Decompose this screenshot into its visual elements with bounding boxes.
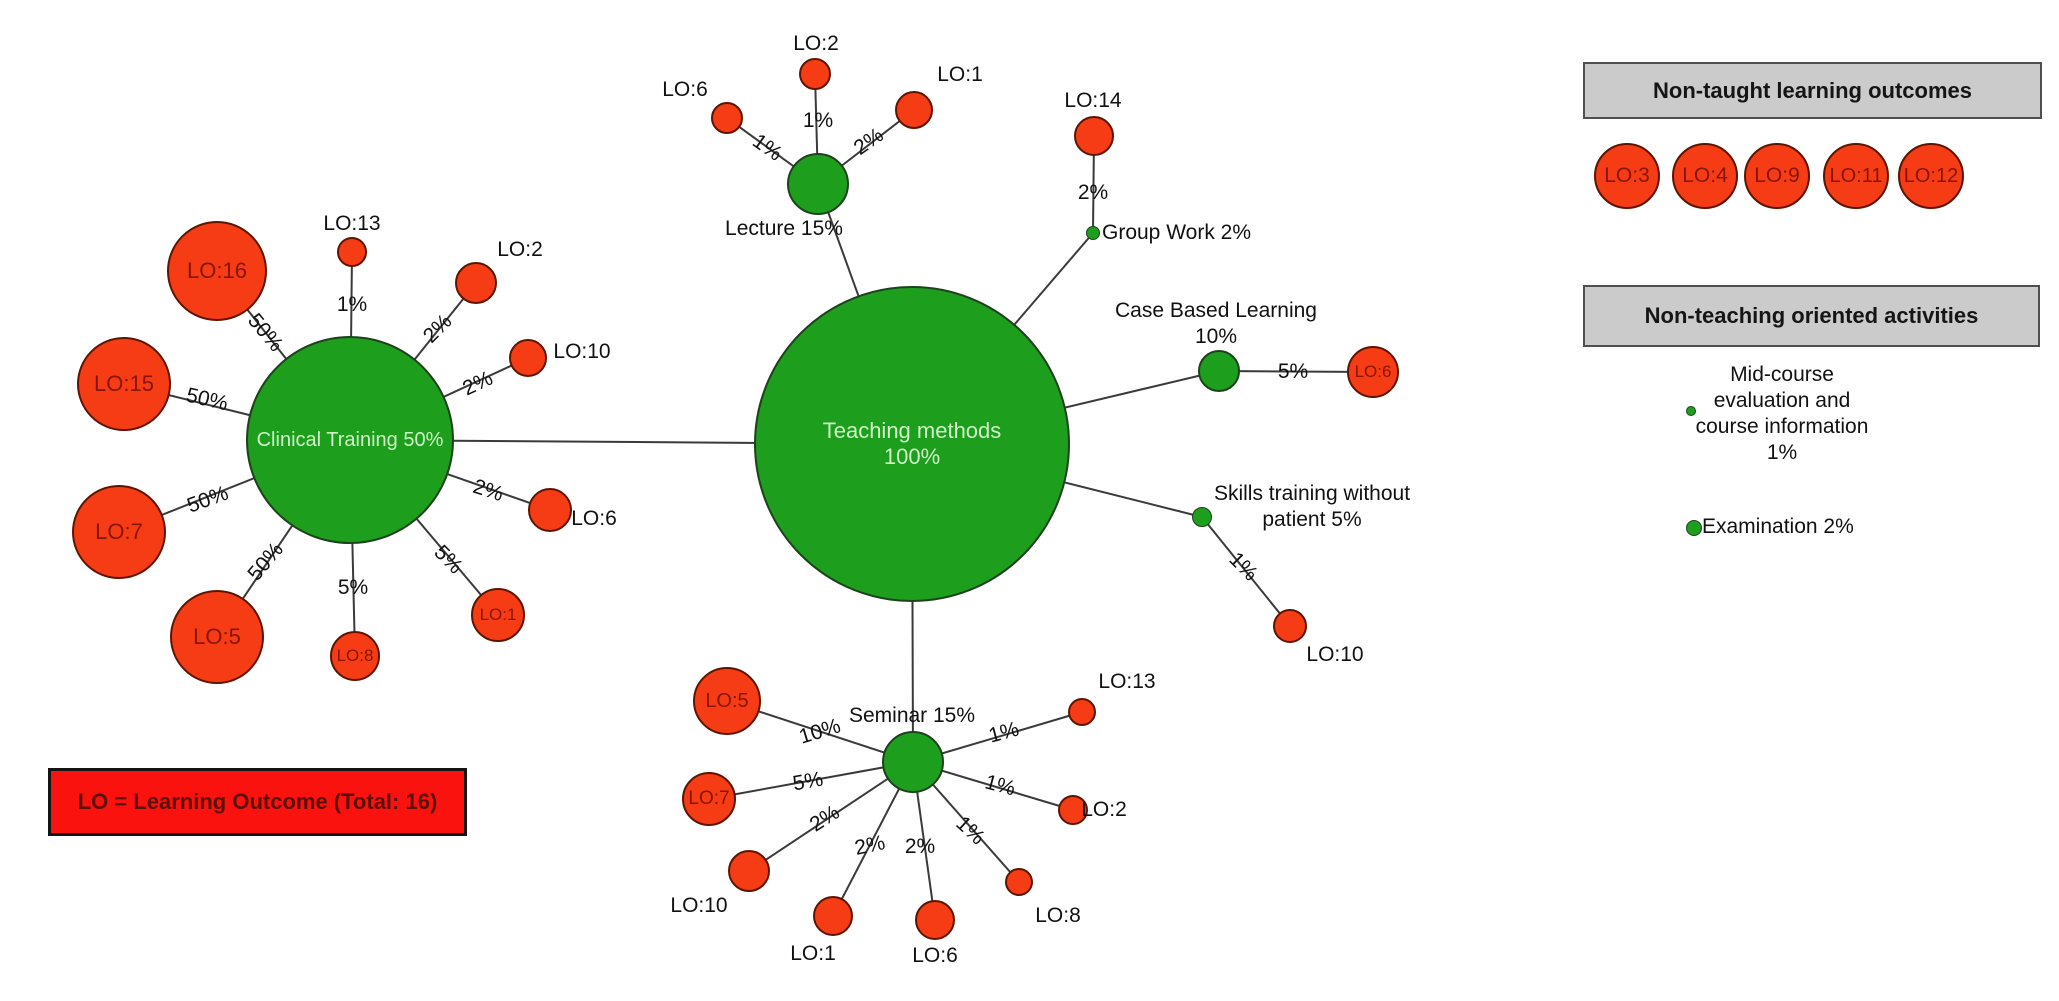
edge-clinical-ct-lo15 (123, 383, 351, 441)
edge-teaching-lecture (817, 183, 913, 445)
edge-teaching-cbl (911, 370, 1220, 445)
edge-clinical-ct-lo2 (349, 282, 477, 441)
legend-non-teaching-title: Non-teaching oriented activities (1644, 303, 1979, 328)
edge-skills-sk-lo10 (1201, 516, 1291, 627)
edge-clinical-ct-lo13 (349, 251, 353, 441)
edge-seminar-sm-lo2 (912, 761, 1074, 811)
edge-seminar-sm-lo8 (912, 761, 1020, 883)
legend-non-teaching-box: Non-teaching oriented activities (1583, 285, 2040, 347)
edge-teaching-seminar (911, 443, 914, 763)
edge-clinical-ct-lo8 (349, 439, 356, 657)
edge-teaching-groupwork (911, 232, 1094, 445)
edge-seminar-sm-lo7 (708, 761, 914, 800)
edge-cbl-cbl-lo6 (1218, 370, 1374, 373)
edge-clinical-ct-lo16 (216, 270, 351, 441)
footnote-text: LO = Learning Outcome (Total: 16) (77, 789, 438, 814)
edge-seminar-sm-lo5 (726, 700, 914, 763)
edge-lecture-lec-lo6 (726, 117, 819, 185)
footnote-box: LO = Learning Outcome (Total: 16) (48, 768, 467, 836)
edge-lecture-lec-lo1 (817, 109, 915, 185)
edge-seminar-sm-lo1 (832, 761, 914, 917)
edge-clinical-ct-lo5 (216, 439, 351, 638)
edge-seminar-sm-lo6 (912, 761, 936, 921)
edge-clinical-ct-lo10 (349, 357, 529, 441)
legend-non-taught-box: Non-taught learning outcomes (1583, 62, 2042, 119)
edge-teaching-clinical (349, 439, 913, 445)
edge-clinical-ct-lo7 (118, 439, 351, 533)
edge-groupwork-gw-lo14 (1092, 135, 1095, 234)
edge-lecture-lec-lo2 (814, 73, 819, 185)
edge-seminar-sm-lo13 (912, 711, 1083, 763)
legend-non-taught-title: Non-taught learning outcomes (1653, 77, 1972, 103)
edge-seminar-sm-lo10 (748, 761, 914, 872)
edge-teaching-skills (911, 443, 1203, 518)
